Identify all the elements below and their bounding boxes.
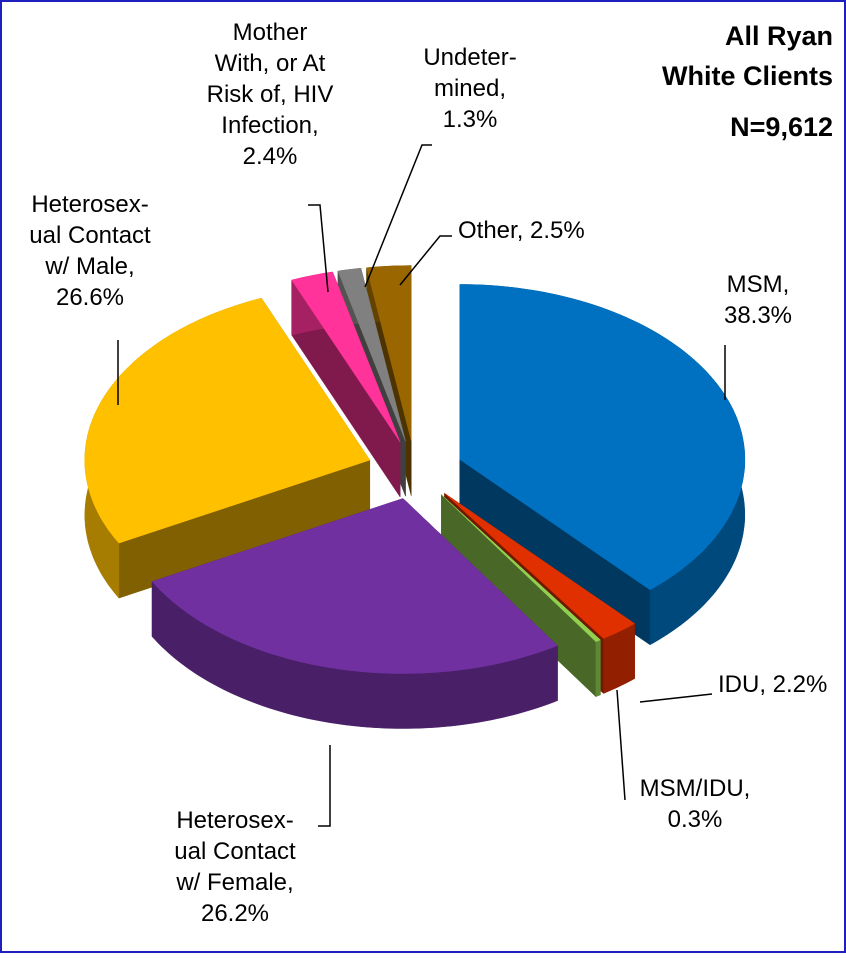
slice	[459, 284, 746, 591]
leader-line	[639, 693, 713, 703]
slice	[444, 493, 636, 639]
data-label: Heterosex-ual Contact w/ Male, 26.6%	[29, 191, 151, 311]
slice-group	[151, 497, 558, 729]
data-label: Undeter-mined, 1.3%	[423, 44, 516, 133]
leader-line	[399, 235, 452, 286]
chart-title: All Ryan White Clients	[662, 21, 833, 91]
slice	[337, 268, 406, 442]
slice	[84, 297, 371, 544]
data-label: IDU, 2.2%	[718, 671, 827, 698]
leader-line	[364, 144, 432, 288]
leader-line	[308, 204, 329, 293]
slice	[441, 494, 601, 642]
slice	[366, 265, 412, 441]
slice-wall	[595, 639, 601, 698]
slice-group	[459, 284, 746, 646]
leader-line	[616, 689, 626, 801]
data-label: Heterosex-ual Contact w/ Female, 26.2%	[174, 807, 296, 927]
data-label: Other, 2.5%	[458, 217, 585, 244]
slice	[291, 271, 401, 443]
data-label: Mother With, or At Risk of, HIV Infection, 2…	[207, 19, 334, 170]
slice-group	[291, 271, 401, 498]
slice-group	[84, 297, 371, 599]
chart-subtitle: N=9,612	[730, 112, 833, 142]
data-label: MSM, 38.3%	[724, 271, 792, 329]
slice	[151, 498, 558, 674]
data-label: MSM/IDU, 0.3%	[640, 775, 751, 833]
leader-line	[318, 745, 331, 827]
